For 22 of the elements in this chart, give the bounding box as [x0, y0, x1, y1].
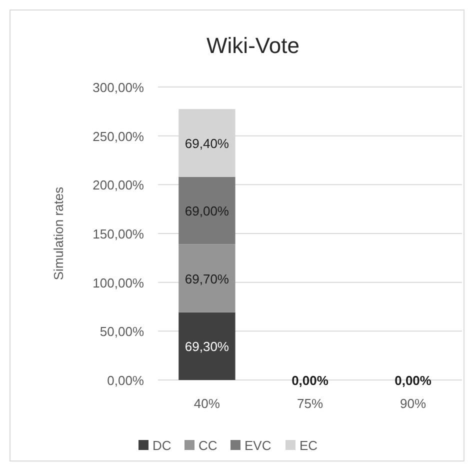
legend-label: DC — [152, 438, 172, 453]
y-tick-label: 300,00% — [92, 80, 144, 95]
data-label: 69,30% — [184, 339, 230, 354]
data-label: 69,40% — [184, 136, 230, 151]
y-tick-label: 100,00% — [92, 275, 144, 290]
y-tick-label: 250,00% — [92, 128, 144, 144]
x-tick-label: 90% — [400, 396, 426, 411]
y-tick-label: 50,00% — [100, 324, 144, 340]
legend-label: EVC — [244, 438, 272, 453]
data-label: 69,70% — [184, 271, 230, 286]
data-label: 0,00% — [292, 373, 329, 388]
y-axis-title: Simulation rates — [51, 186, 66, 280]
y-tick-label: 0,00% — [107, 373, 144, 388]
data-label: 0,00% — [394, 373, 432, 388]
chart-title: Wiki-Vote — [206, 33, 300, 58]
data-label: 69,00% — [184, 204, 230, 219]
y-tick-label: 150,00% — [92, 226, 144, 242]
legend-label: EC — [300, 438, 318, 453]
legend-label: CC — [198, 438, 218, 453]
x-tick-label: 75% — [296, 396, 324, 411]
y-tick-label: 200,00% — [92, 178, 144, 193]
x-tick-label: 40% — [194, 396, 220, 411]
